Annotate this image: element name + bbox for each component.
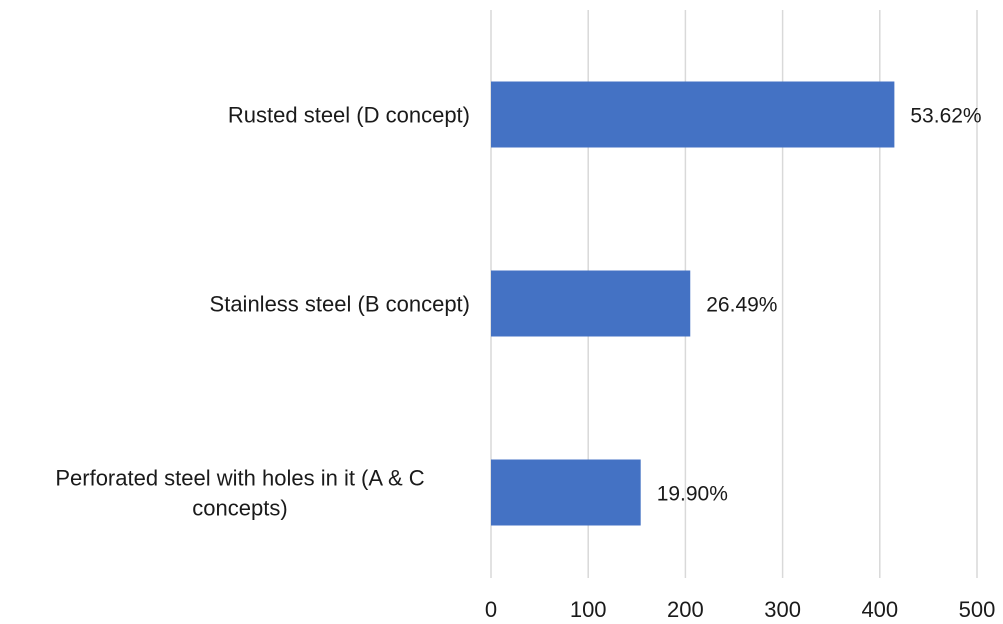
data-labels: 53.62% 26.49% 19.90% (657, 105, 982, 506)
x-tick-label: 200 (667, 597, 704, 622)
x-tick-label: 100 (570, 597, 607, 622)
x-tick-label: 300 (764, 597, 801, 622)
data-label: 53.62% (910, 105, 981, 128)
category-label: Perforated steel with holes in it (A & C… (55, 466, 424, 521)
category-label-line: Perforated steel with holes in it (A & C (55, 466, 424, 491)
category-label-line: Stainless steel (B concept) (210, 292, 470, 317)
bars (491, 81, 895, 526)
category-label: Stainless steel (B concept) (210, 292, 470, 317)
category-labels: Rusted steel (D concept) Stainless steel … (55, 103, 470, 521)
data-label: 26.49% (706, 294, 777, 317)
category-label: Rusted steel (D concept) (228, 103, 470, 128)
bar (491, 81, 895, 148)
bar (491, 459, 641, 526)
data-label: 19.90% (657, 483, 728, 506)
x-tick-label: 500 (959, 597, 996, 622)
x-axis-tick-labels: 0 100 200 300 400 500 (485, 597, 995, 622)
x-tick-label: 400 (861, 597, 898, 622)
category-label-line: concepts) (192, 496, 287, 521)
x-tick-label: 0 (485, 597, 497, 622)
bar (491, 270, 691, 337)
category-label-line: Rusted steel (D concept) (228, 103, 470, 128)
